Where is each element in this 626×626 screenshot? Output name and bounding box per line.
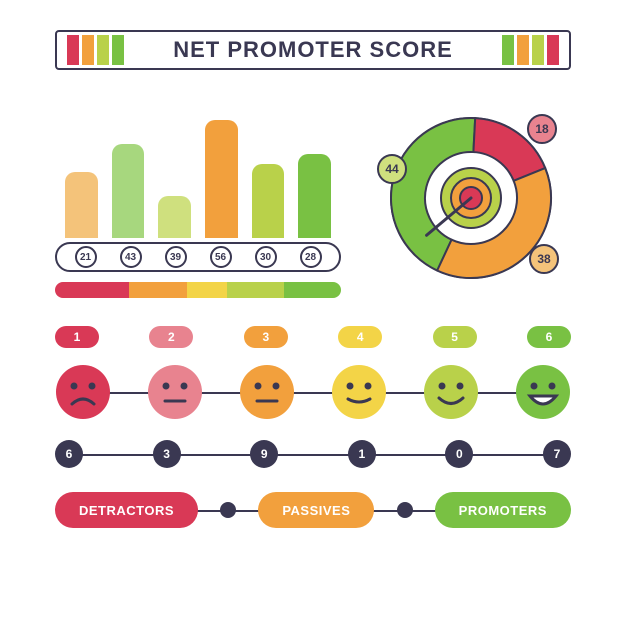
category-connector-dot xyxy=(220,502,236,518)
rating-faces xyxy=(55,362,571,422)
colorbar-seg-1 xyxy=(55,282,129,298)
category-passives: PASSIVES xyxy=(258,492,374,528)
category-promoters: PROMOTERS xyxy=(435,492,571,528)
header-stripes-left xyxy=(57,32,134,68)
rating-bottom-values: 6 3 9 1 0 7 xyxy=(55,440,571,468)
header-stripes-right xyxy=(492,32,569,68)
page-title: NET PROMOTER SCORE xyxy=(134,32,492,68)
axis-value-1: 21 xyxy=(75,246,97,268)
face-icon-grin xyxy=(515,364,571,420)
axis-value-4: 56 xyxy=(210,246,232,268)
colorbar-seg-4 xyxy=(227,282,284,298)
rating-top-labels: 1 2 3 4 5 6 xyxy=(55,326,571,348)
category-detractors: DETRACTORS xyxy=(55,492,198,528)
rating-scale: 1 2 3 4 5 6 6 3 9 1 0 7 xyxy=(55,326,571,468)
title-bar: NET PROMOTER SCORE xyxy=(55,30,571,70)
axis-value-5: 30 xyxy=(255,246,277,268)
face-icon-neutral xyxy=(147,364,203,420)
rating-pill-1: 1 xyxy=(55,326,99,348)
rating-value-2: 3 xyxy=(153,440,181,468)
rating-pill-4: 4 xyxy=(338,326,382,348)
colorbar-seg-2 xyxy=(129,282,186,298)
score-color-bar xyxy=(55,282,341,298)
colorbar-seg-5 xyxy=(284,282,341,298)
bar-chart-axis: 21 43 39 56 30 28 xyxy=(55,242,341,272)
rating-pill-3: 3 xyxy=(244,326,288,348)
category-row: DETRACTORS PASSIVES PROMOTERS xyxy=(55,490,571,530)
bar-6 xyxy=(298,154,331,238)
rating-value-6: 7 xyxy=(543,440,571,468)
rating-value-3: 9 xyxy=(250,440,278,468)
bar-4 xyxy=(205,120,238,238)
donut-chart: 44 18 38 xyxy=(371,98,571,298)
bar-5 xyxy=(252,164,285,238)
rating-pill-6: 6 xyxy=(527,326,571,348)
face-icon-neutral xyxy=(239,364,295,420)
rating-pill-2: 2 xyxy=(149,326,193,348)
rating-value-5: 0 xyxy=(445,440,473,468)
face-icon-slight xyxy=(331,364,387,420)
bar-chart xyxy=(55,118,341,238)
rating-pill-5: 5 xyxy=(433,326,477,348)
axis-value-3: 39 xyxy=(165,246,187,268)
bar-3 xyxy=(158,196,191,238)
rating-value-1: 6 xyxy=(55,440,83,468)
axis-value-6: 28 xyxy=(300,246,322,268)
axis-value-2: 43 xyxy=(120,246,142,268)
bar-1 xyxy=(65,172,98,238)
bar-chart-block: 21 43 39 56 30 28 xyxy=(55,118,341,298)
face-icon-sad xyxy=(55,364,111,420)
category-connector-dot xyxy=(397,502,413,518)
colorbar-seg-3 xyxy=(187,282,227,298)
rating-value-4: 1 xyxy=(348,440,376,468)
donut-badge-1: 44 xyxy=(377,154,407,184)
donut-badge-2: 18 xyxy=(527,114,557,144)
bar-2 xyxy=(112,144,145,238)
face-icon-smile xyxy=(423,364,479,420)
donut-badge-3: 38 xyxy=(529,244,559,274)
